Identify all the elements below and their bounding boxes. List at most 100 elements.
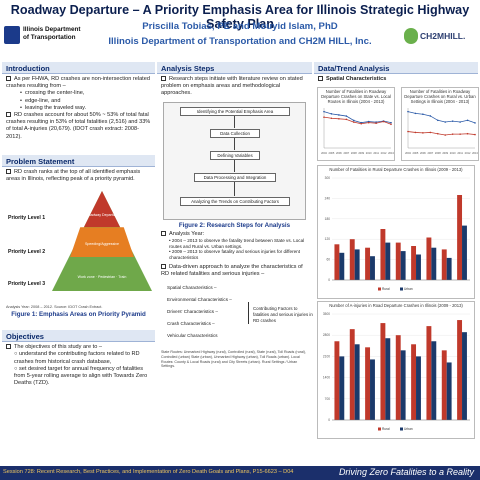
bar-rural <box>380 229 386 281</box>
ch2mhill-logo-mark-icon <box>404 28 418 44</box>
checkbox-bullet-icon <box>318 76 323 82</box>
data-point <box>451 120 454 123</box>
bar-urban <box>431 247 437 281</box>
bar-rural <box>457 195 463 281</box>
data-point <box>338 114 340 116</box>
data-point <box>367 120 370 123</box>
legend-label: Urban <box>404 287 413 291</box>
y-tick-label: 60 <box>326 258 330 262</box>
introduction-bullets: crossing the center-line, edge-line, and… <box>20 90 151 112</box>
bar-rural <box>411 344 417 421</box>
objectives-intro: The objectives of this study are to – <box>14 344 102 351</box>
series-line-state <box>323 111 392 124</box>
legend-label: Urban <box>404 427 413 431</box>
data-point <box>429 115 432 117</box>
bar-urban <box>446 258 452 281</box>
legend-label: Rural <box>382 287 390 291</box>
x-tick-label: 2009 <box>442 151 448 155</box>
x-tick-label: 2008 <box>435 151 441 155</box>
data-point <box>474 133 476 136</box>
flow-arrow <box>234 181 235 196</box>
bar-urban <box>339 253 345 281</box>
column-middle: Analysis Steps Research steps initiate w… <box>157 62 313 462</box>
pyramid-mid-shape <box>70 227 134 258</box>
bar-rural <box>395 335 401 421</box>
line-charts-row: Number of Fatalities in Roadway Departur… <box>314 85 479 163</box>
y-tick-label: 1400 <box>323 376 330 380</box>
objectives-body: The objectives of this study are to – ○ … <box>2 342 155 389</box>
x-tick-label: 2005 <box>413 151 419 155</box>
bar-chart-svg: 0 700 1400 2100 2800 3500 Rural Urban <box>323 312 470 431</box>
data-point <box>390 123 392 126</box>
data-point <box>451 133 454 136</box>
data-point <box>466 119 469 122</box>
bar-urban <box>462 332 467 421</box>
data-point <box>422 132 424 134</box>
x-tick-label: 2012 <box>381 151 387 155</box>
checkbox-bullet-icon <box>161 264 166 270</box>
checkbox-bullet-icon <box>161 76 166 82</box>
ch2mhill-logo: CH2MHILL. <box>404 28 476 46</box>
data-point <box>444 121 447 124</box>
bar-rural <box>395 242 401 281</box>
characteristic-crash: Crash Characteristics – <box>167 321 215 327</box>
bar-chart-svg: 0 60 120 180 240 300 Rural Urban <box>325 176 470 291</box>
analysis-p1: Research steps initiate with literature … <box>161 76 303 97</box>
brace-icon <box>245 302 249 325</box>
series-line-urban <box>407 131 476 136</box>
contributing-factors-label: Contributing Factors to fatalities and s… <box>253 306 313 323</box>
trend-sub-label: Spatial Characteristics <box>326 76 387 82</box>
bar-rural <box>365 247 371 281</box>
bar-urban <box>416 356 421 421</box>
problem-body: RD crash ranks at the top of all identif… <box>2 167 155 185</box>
legend-swatch <box>378 427 381 431</box>
analysis-year-block: Analysis Year: • 2004 – 2013 to observe … <box>161 230 305 278</box>
legend-swatch <box>400 427 403 431</box>
y-tick-label: 0 <box>328 418 330 422</box>
x-tick-label: 2004 <box>321 151 327 155</box>
characteristics-block: Spatial Characteristics – Environmental … <box>161 280 313 350</box>
x-tick-label: 2010 <box>366 151 372 155</box>
data-point <box>352 119 355 122</box>
figure-1-caption: Figure 1: Emphasis Areas on Priority Pyr… <box>11 311 146 319</box>
list-item: edge-line, and <box>20 98 151 105</box>
y-tick-label: 120 <box>325 237 331 241</box>
column-left: Introduction As per FHWA, RD crashes are… <box>2 62 155 462</box>
data-point <box>407 111 409 113</box>
x-tick-label: 2011 <box>457 151 463 155</box>
introduction-p2: RD crashes account for about 50% ~ 53% o… <box>6 112 151 140</box>
flow-step-4: Data Processing and Integration <box>194 172 276 182</box>
data-point <box>360 123 363 125</box>
data-point <box>367 122 370 124</box>
x-tick-label: 2011 <box>373 151 379 155</box>
priority-level-2-label: Priority Level 2 <box>8 249 46 256</box>
poster-footer: Session 728: Recent Research, Best Pract… <box>0 466 480 480</box>
data-point <box>414 112 417 115</box>
flow-step-3: Defining Variables <box>210 150 260 160</box>
data-point <box>330 113 333 115</box>
data-point <box>466 133 469 135</box>
idot-logo-line1: Illinois Department <box>23 26 81 33</box>
data-point <box>474 122 476 124</box>
y-tick-label: 3500 <box>323 312 330 316</box>
legend-label: Rural <box>382 427 390 431</box>
bar-rural <box>334 341 340 421</box>
y-tick-label: 2800 <box>323 333 330 337</box>
route-definitions-note: State Routes: Unmarked Highway (rural), … <box>161 350 306 369</box>
poster-title: Roadway Departure – A Priority Emphasis … <box>10 3 470 31</box>
data-point <box>436 119 439 122</box>
bar-rural <box>349 239 355 281</box>
session-label: Session 728: Recent Research, Best Pract… <box>3 469 294 475</box>
chart-title: Number of Fatalities in Rural Departure … <box>329 167 463 173</box>
data-point <box>382 120 385 123</box>
introduction-p1: As per FHWA, RD crashes are non-intersec… <box>6 76 150 90</box>
characteristic-environmental: Environmental Characteristics – <box>167 297 232 303</box>
bar-urban <box>416 254 421 281</box>
legend-swatch <box>400 287 403 291</box>
priority-level-3-label: Priority Level 3 <box>8 281 46 288</box>
poster-authors: Priscilla Tobias, PE and Mouyid Islam, P… <box>142 21 338 32</box>
bar-urban <box>370 359 375 421</box>
bar-urban <box>370 256 375 281</box>
bar-rural <box>380 323 386 421</box>
data-point <box>390 122 392 124</box>
